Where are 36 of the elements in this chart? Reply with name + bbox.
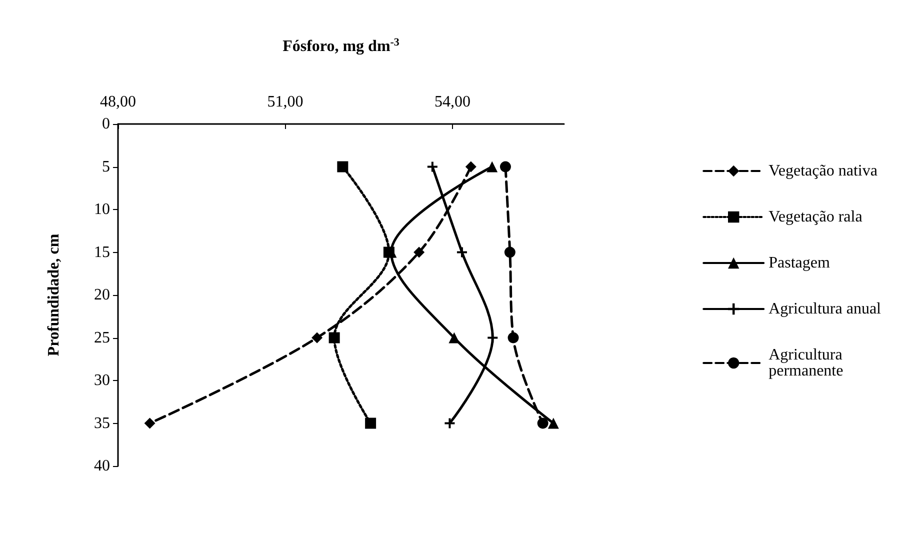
legend-label: Agricultura anual (768, 300, 882, 318)
y-tick-label: 40 (94, 458, 110, 474)
legend-label: Vegetação nativa (768, 162, 878, 180)
point (465, 161, 476, 172)
y-axis-title: Profundidade, cm (46, 233, 62, 356)
point (328, 332, 340, 344)
x-tick-label: 48,00 (100, 94, 136, 110)
y-tick-label: 30 (94, 372, 110, 389)
point (414, 246, 425, 258)
x-tick-label: 51,00 (267, 94, 304, 110)
y-tick-label: 20 (94, 286, 110, 304)
point (537, 418, 548, 429)
point (486, 161, 498, 172)
point (444, 418, 455, 428)
point (365, 418, 376, 429)
y-tick-label: 15 (94, 244, 110, 261)
legend-label: Vegetação rala (768, 208, 862, 226)
point (427, 162, 438, 172)
point (500, 161, 511, 172)
y-tick-label: 10 (94, 201, 110, 218)
point (456, 247, 467, 258)
point (312, 332, 323, 344)
y-tick-label: 35 (94, 414, 110, 432)
y-tick-label: 25 (94, 329, 110, 346)
legend-label: Pastagem (768, 254, 830, 272)
y-tick-label: 0 (102, 116, 110, 132)
legend-label: Agricultura permanente (768, 346, 846, 380)
x-tick-label: 54,00 (434, 94, 470, 110)
point (144, 418, 156, 429)
point (488, 332, 498, 343)
y-tick-label: 5 (102, 158, 110, 176)
point (337, 161, 348, 172)
point (448, 332, 460, 344)
point (504, 246, 516, 258)
point (508, 332, 519, 344)
point (548, 418, 559, 429)
